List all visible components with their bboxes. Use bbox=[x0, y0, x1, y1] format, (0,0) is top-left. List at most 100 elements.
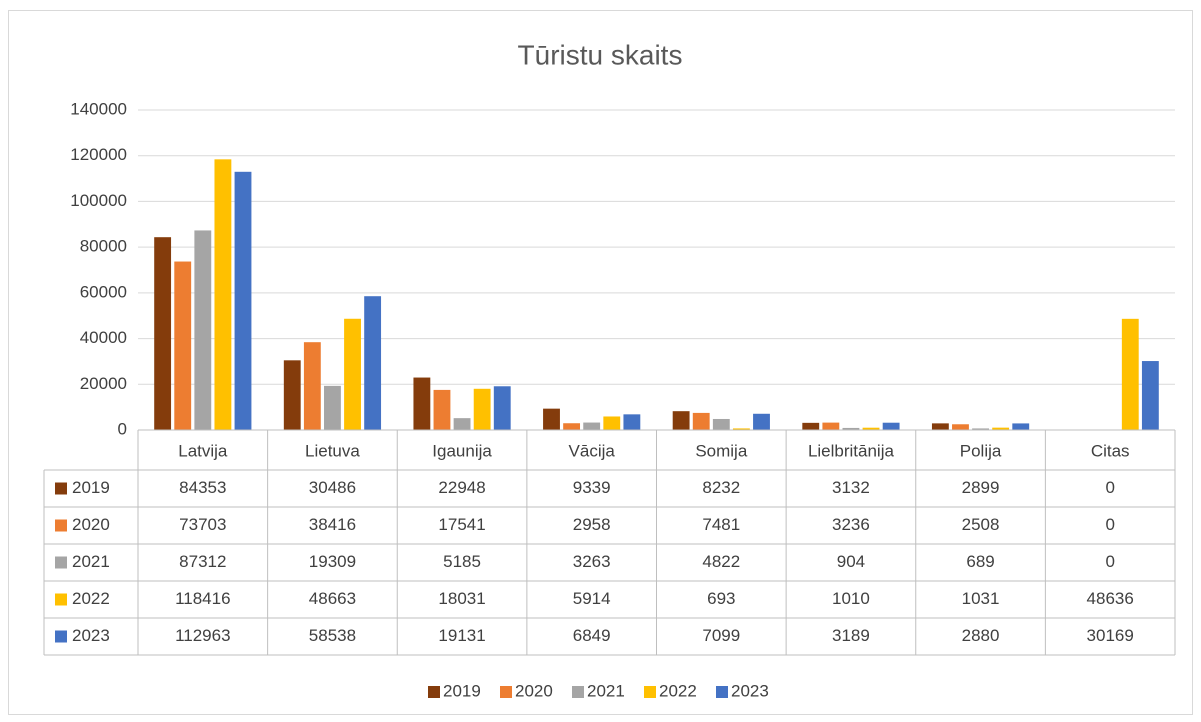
table-value: 18031 bbox=[438, 589, 485, 608]
bar bbox=[753, 413, 770, 430]
table-value: 693 bbox=[707, 589, 735, 608]
y-tick-label: 20000 bbox=[80, 374, 127, 393]
table-series-name: 2022 bbox=[72, 589, 110, 608]
bar bbox=[1141, 361, 1159, 430]
legend-key bbox=[428, 686, 440, 698]
table-value: 3189 bbox=[832, 626, 870, 645]
bar bbox=[692, 412, 710, 430]
table-series-name: 2020 bbox=[72, 515, 110, 534]
bar bbox=[303, 342, 321, 430]
bar bbox=[712, 418, 730, 430]
bar bbox=[623, 414, 641, 430]
bar bbox=[543, 408, 560, 430]
x-tick-label: Somija bbox=[695, 441, 748, 460]
table-value: 1031 bbox=[962, 589, 1000, 608]
legend-key bbox=[644, 686, 656, 698]
table-value: 8232 bbox=[702, 478, 740, 497]
table-series-name: 2019 bbox=[72, 478, 110, 497]
table-value: 5185 bbox=[443, 552, 481, 571]
table-value: 17541 bbox=[438, 515, 485, 534]
table-value: 3132 bbox=[832, 478, 870, 497]
x-tick-label: Vācija bbox=[569, 441, 616, 460]
table-value: 0 bbox=[1105, 515, 1114, 534]
bar bbox=[1121, 318, 1139, 430]
legend-label: 2019 bbox=[443, 681, 481, 700]
table-value: 6849 bbox=[573, 626, 611, 645]
table-value: 7099 bbox=[702, 626, 740, 645]
table-series-name: 2023 bbox=[72, 626, 110, 645]
table-value: 2899 bbox=[962, 478, 1000, 497]
y-tick-label: 100000 bbox=[70, 191, 127, 210]
y-tick-label: 140000 bbox=[70, 99, 127, 118]
y-tick-label: 80000 bbox=[80, 237, 127, 256]
bar bbox=[324, 385, 341, 430]
legend-label: 2021 bbox=[587, 681, 625, 700]
table-legend-key bbox=[55, 519, 67, 532]
bar bbox=[344, 318, 361, 430]
x-tick-label: Citas bbox=[1091, 441, 1130, 460]
legend-label: 2020 bbox=[515, 681, 553, 700]
bar bbox=[603, 416, 621, 430]
table-value: 19309 bbox=[309, 552, 356, 571]
y-tick-label: 0 bbox=[118, 419, 127, 438]
table-value: 38416 bbox=[309, 515, 356, 534]
bar bbox=[453, 418, 471, 430]
bar bbox=[992, 427, 1010, 430]
bar bbox=[1012, 423, 1030, 430]
y-tick-label: 120000 bbox=[70, 145, 127, 164]
legend-label: 2023 bbox=[731, 681, 769, 700]
table-value: 118416 bbox=[175, 589, 230, 608]
table-value: 0 bbox=[1105, 552, 1114, 571]
table-value: 84353 bbox=[179, 478, 226, 497]
bar bbox=[563, 423, 581, 430]
bar bbox=[732, 428, 750, 430]
table-value: 48636 bbox=[1087, 589, 1134, 608]
bar bbox=[493, 386, 511, 430]
table-value: 73703 bbox=[179, 515, 226, 534]
legend-key bbox=[500, 686, 512, 698]
bar bbox=[972, 428, 989, 430]
table-value: 19131 bbox=[438, 626, 485, 645]
bar bbox=[583, 422, 601, 430]
bar bbox=[283, 360, 301, 430]
table-value: 9339 bbox=[573, 478, 611, 497]
x-tick-label: Latvija bbox=[178, 441, 228, 460]
bar bbox=[862, 427, 880, 430]
table-series-name: 2021 bbox=[72, 552, 110, 571]
y-tick-label: 60000 bbox=[80, 282, 127, 301]
legend-label: 2022 bbox=[659, 681, 697, 700]
x-tick-label: Lielbritānija bbox=[808, 441, 895, 460]
table-value: 3236 bbox=[832, 515, 870, 534]
legend-key bbox=[572, 686, 584, 698]
bar bbox=[413, 377, 431, 430]
bar bbox=[822, 422, 840, 430]
bar bbox=[931, 423, 949, 430]
table-value: 2508 bbox=[962, 515, 1000, 534]
bar bbox=[473, 388, 491, 430]
x-tick-label: Polija bbox=[960, 441, 1002, 460]
table-value: 1010 bbox=[832, 589, 870, 608]
bar bbox=[882, 422, 900, 430]
table-value: 48663 bbox=[309, 589, 356, 608]
table-value: 112963 bbox=[175, 626, 230, 645]
bar bbox=[154, 237, 172, 430]
bar bbox=[952, 424, 969, 430]
table-value: 4822 bbox=[702, 552, 740, 571]
table-value: 30486 bbox=[309, 478, 356, 497]
legend-key bbox=[716, 686, 728, 698]
bar bbox=[364, 296, 382, 430]
table-legend-key bbox=[55, 556, 67, 569]
table-legend-key bbox=[55, 482, 67, 495]
table-value: 58538 bbox=[309, 626, 356, 645]
table-value: 87312 bbox=[179, 552, 226, 571]
bar bbox=[234, 171, 252, 430]
table-value: 7481 bbox=[702, 515, 740, 534]
table-value: 3263 bbox=[573, 552, 611, 571]
table-legend-key bbox=[55, 630, 67, 643]
bar bbox=[672, 411, 690, 430]
bar bbox=[433, 389, 451, 430]
table-value: 689 bbox=[966, 552, 994, 571]
table-value: 30169 bbox=[1087, 626, 1134, 645]
bar bbox=[214, 159, 232, 431]
